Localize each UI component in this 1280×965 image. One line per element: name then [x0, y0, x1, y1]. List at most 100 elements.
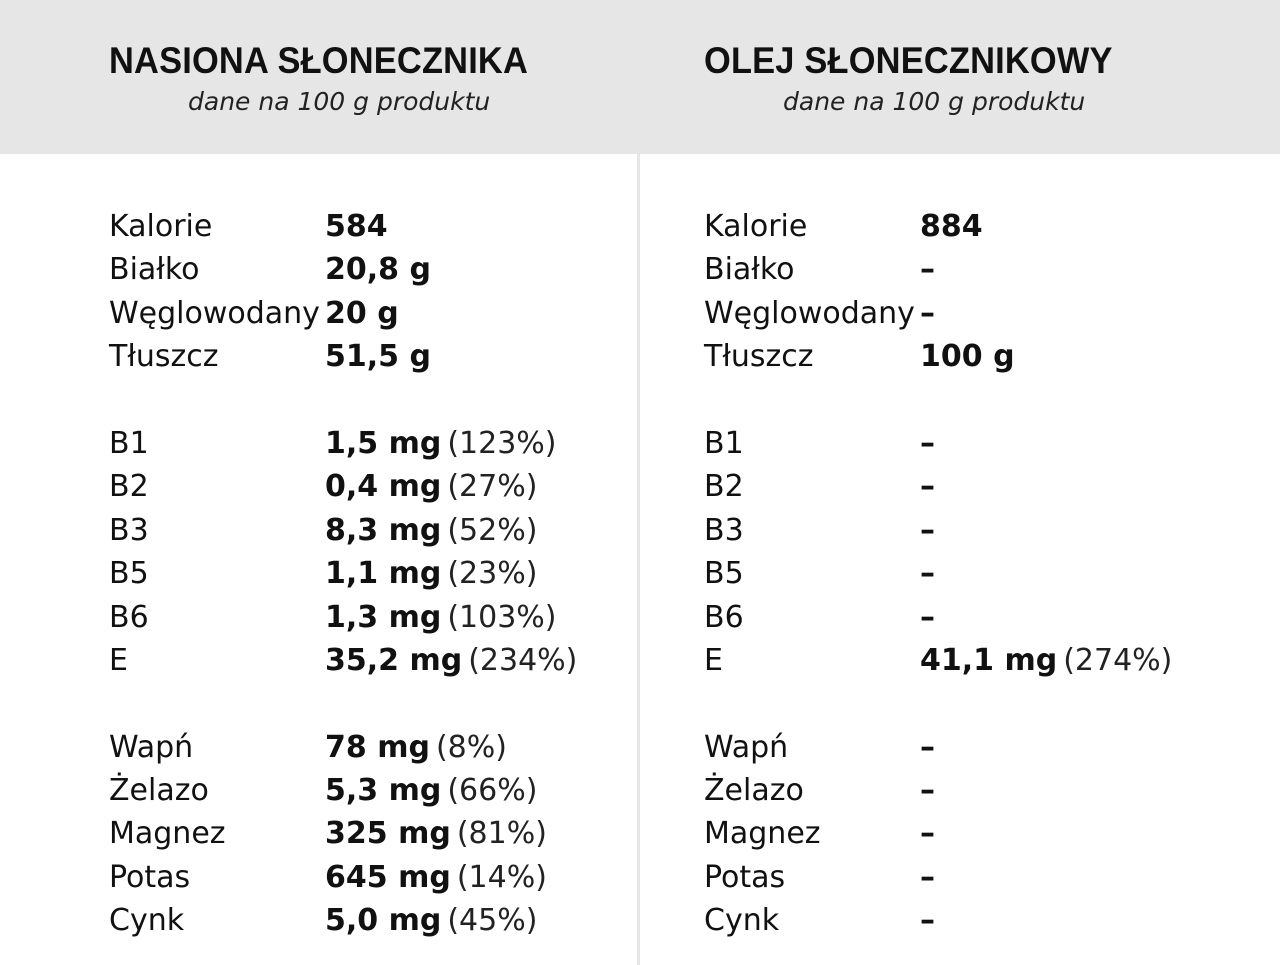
nutrient-row: Magnez 325 mg (81%)	[109, 812, 649, 855]
nutrient-value: 20 g	[325, 295, 399, 331]
nutrient-value: –	[920, 469, 935, 505]
nutrient-row: Tłuszcz 51,5 g	[109, 335, 649, 378]
nutrient-value: 0,4 mg	[325, 469, 442, 505]
nutrient-row: B3 –	[704, 509, 1244, 552]
daily-value-percent: (66%)	[447, 773, 538, 809]
nutrient-amount: 1,5 mg (123%)	[325, 422, 557, 465]
nutrient-amount: –	[920, 509, 935, 552]
nutrient-label: Białko	[109, 252, 200, 288]
nutrient-value: –	[920, 425, 935, 461]
nutrient-amount: –	[920, 856, 935, 899]
nutrient-row: Kalorie 884	[704, 205, 1244, 248]
group-spacer	[109, 682, 649, 725]
nutrient-row: Potas 645 mg (14%)	[109, 856, 649, 899]
daily-value-percent: (234%)	[468, 642, 578, 678]
nutrient-row: E 35,2 mg (234%)	[109, 639, 649, 682]
daily-value-percent: (27%)	[447, 469, 538, 505]
nutrient-label: Węglowodany	[704, 295, 915, 331]
nutrient-value: –	[920, 252, 935, 288]
nutrient-amount: 325 mg (81%)	[325, 812, 547, 855]
nutrient-row: Węglowodany 20 g	[109, 292, 649, 335]
nutrient-label: B6	[704, 599, 744, 635]
nutrient-label: Wapń	[704, 729, 789, 765]
nutrition-table: Kalorie 584 Białko 20,8 g Węglowodany 20 g Tłu…	[109, 205, 649, 943]
nutrient-amount: –	[920, 769, 935, 812]
nutrient-amount: 584	[325, 205, 388, 248]
nutrient-row: Tłuszcz 100 g	[704, 335, 1244, 378]
nutrient-row: Białko –	[704, 248, 1244, 291]
nutrient-amount: 100 g	[920, 335, 1015, 378]
nutrient-row: B2 0,4 mg (27%)	[109, 465, 649, 508]
nutrient-row: B6 1,3 mg (103%)	[109, 596, 649, 639]
daily-value-percent: (45%)	[447, 903, 538, 939]
nutrient-value: 584	[325, 209, 388, 244]
daily-value-percent: (81%)	[456, 816, 547, 852]
nutrient-row: Cynk –	[704, 899, 1244, 942]
group-spacer	[704, 682, 1244, 725]
nutrient-amount: 8,3 mg (52%)	[325, 509, 537, 552]
nutrient-value: –	[920, 295, 935, 331]
nutrient-value: 884	[920, 209, 983, 244]
nutrient-value: 5,3 mg	[325, 773, 442, 809]
nutrient-row: Wapń –	[704, 726, 1244, 769]
nutrient-label: Żelazo	[109, 773, 209, 809]
column-subtitle: dane na 100 g produktu	[188, 87, 491, 116]
nutrient-amount: –	[920, 248, 935, 291]
nutrient-amount: –	[920, 552, 935, 595]
nutrient-label: Żelazo	[704, 773, 804, 809]
nutrient-value: 1,3 mg	[325, 599, 442, 635]
nutrient-row: Kalorie 584	[109, 205, 649, 248]
nutrient-label: B5	[704, 556, 744, 592]
nutrient-label: B2	[704, 469, 744, 505]
nutrient-amount: –	[920, 596, 935, 639]
nutrient-label: Wapń	[109, 729, 194, 765]
nutrient-label: B5	[109, 556, 149, 592]
column-divider	[637, 154, 640, 965]
nutrient-amount: –	[920, 292, 935, 335]
nutrient-amount: 20 g	[325, 292, 399, 335]
nutrient-amount: 1,3 mg (103%)	[325, 596, 557, 639]
nutrient-row: B6 –	[704, 596, 1244, 639]
nutrient-value: 41,1 mg	[920, 642, 1058, 678]
nutrient-label: B6	[109, 599, 149, 635]
column-subtitle: dane na 100 g produktu	[783, 87, 1086, 116]
nutrient-value: 100 g	[920, 339, 1015, 375]
nutrient-amount: 35,2 mg (234%)	[325, 639, 577, 682]
column-title: NASIONA SŁONECZNIKA	[109, 40, 529, 81]
nutrient-value: 51,5 g	[325, 339, 431, 375]
nutrient-label: Kalorie	[704, 209, 808, 244]
nutrient-amount: 20,8 g	[325, 248, 431, 291]
nutrient-row: Żelazo 5,3 mg (66%)	[109, 769, 649, 812]
nutrient-amount: 78 mg (8%)	[325, 726, 507, 769]
daily-value-percent: (103%)	[447, 599, 557, 635]
nutrient-amount: –	[920, 812, 935, 855]
nutrient-value: –	[920, 729, 935, 765]
nutrient-row: Żelazo –	[704, 769, 1244, 812]
nutrient-value: 35,2 mg	[325, 642, 463, 678]
nutrient-label: B2	[109, 469, 149, 505]
nutrient-amount: –	[920, 422, 935, 465]
nutrient-amount: 51,5 g	[325, 335, 431, 378]
nutrient-value: –	[920, 556, 935, 592]
nutrient-amount: 1,1 mg (23%)	[325, 552, 537, 595]
nutrient-amount: 0,4 mg (27%)	[325, 465, 537, 508]
nutrient-amount: –	[920, 899, 935, 942]
nutrient-label: E	[109, 642, 128, 678]
nutrient-label: Węglowodany	[109, 295, 320, 331]
nutrient-label: Magnez	[704, 816, 821, 852]
group-spacer	[109, 379, 649, 422]
group-spacer	[704, 379, 1244, 422]
daily-value-percent: (8%)	[435, 729, 507, 765]
nutrient-amount: –	[920, 465, 935, 508]
nutrient-label: Cynk	[704, 903, 780, 939]
nutrient-label: Tłuszcz	[704, 339, 814, 375]
nutrient-label: Tłuszcz	[109, 339, 219, 375]
nutrient-label: Kalorie	[109, 209, 213, 244]
nutrient-label: Magnez	[109, 816, 226, 852]
nutrient-row: B2 –	[704, 465, 1244, 508]
nutrient-label: Cynk	[109, 903, 185, 939]
nutrient-label: Potas	[109, 859, 191, 895]
nutrient-value: 1,1 mg	[325, 556, 442, 592]
column-title: OLEJ SŁONECZNIKOWY	[704, 40, 1113, 81]
nutrient-value: –	[920, 859, 935, 895]
